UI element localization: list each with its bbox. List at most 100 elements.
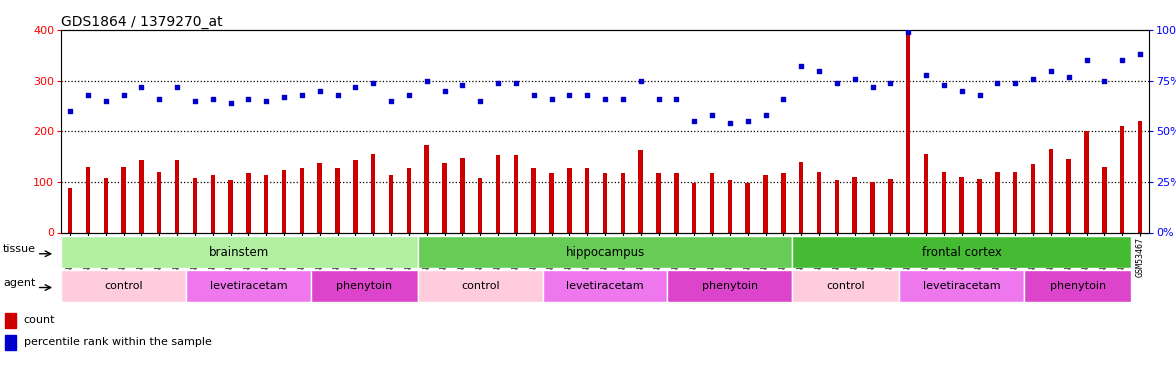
Bar [370, 154, 375, 232]
Point [595, 96, 614, 102]
Point [1042, 68, 1061, 74]
Bar [103, 178, 108, 232]
Point [61, 108, 80, 114]
Point [542, 96, 561, 102]
Point [721, 120, 740, 126]
Bar [61, 270, 186, 302]
Point [168, 84, 187, 90]
Bar [1084, 131, 1089, 232]
Bar [1031, 164, 1035, 232]
Point [1023, 76, 1042, 82]
Bar [158, 172, 161, 232]
Bar [906, 33, 910, 232]
Point [791, 63, 810, 69]
Point [114, 92, 133, 98]
Bar [318, 163, 322, 232]
Bar [389, 175, 393, 232]
Text: phenytoin: phenytoin [336, 281, 393, 291]
Point [79, 92, 98, 98]
Bar [1049, 149, 1053, 232]
Point [739, 118, 757, 124]
Point [881, 80, 900, 86]
Bar [477, 178, 482, 232]
Bar [460, 158, 465, 232]
Point [828, 80, 847, 86]
Point [898, 29, 917, 35]
Point [275, 94, 294, 100]
Bar [417, 270, 542, 302]
Bar [542, 270, 668, 302]
Bar [799, 162, 803, 232]
Point [1112, 57, 1131, 63]
Point [328, 92, 347, 98]
Bar [656, 173, 661, 232]
Bar [86, 166, 91, 232]
Bar [425, 145, 429, 232]
Bar [139, 160, 143, 232]
Bar [710, 173, 714, 232]
Bar [282, 170, 286, 232]
Point [774, 96, 793, 102]
Bar [1024, 270, 1131, 302]
Bar [6, 313, 16, 328]
Point [293, 92, 312, 98]
Point [310, 88, 329, 94]
Text: GDS1864 / 1379270_at: GDS1864 / 1379270_at [61, 15, 222, 29]
Bar [668, 270, 793, 302]
Point [382, 98, 401, 104]
Point [649, 96, 668, 102]
Point [809, 68, 828, 74]
Bar [228, 180, 233, 232]
Text: control: control [105, 281, 142, 291]
Text: agent: agent [4, 278, 35, 288]
Bar [835, 180, 840, 232]
Text: phenytoin: phenytoin [1049, 281, 1105, 291]
Bar [900, 270, 1024, 302]
Point [203, 96, 222, 102]
Bar [514, 155, 519, 232]
Bar [549, 173, 554, 232]
Bar [924, 154, 928, 232]
Bar [870, 182, 875, 232]
Bar [674, 173, 679, 232]
Text: control: control [827, 281, 866, 291]
Point [702, 112, 721, 118]
Bar [977, 179, 982, 232]
Bar [68, 188, 72, 232]
Bar [781, 173, 786, 232]
Text: levetiracetam: levetiracetam [209, 281, 287, 291]
Bar [1120, 126, 1124, 232]
Bar [960, 177, 964, 232]
Bar [246, 173, 250, 232]
Bar [175, 160, 179, 232]
Bar [942, 172, 947, 232]
Bar [193, 178, 198, 232]
Point [96, 98, 115, 104]
Point [1005, 80, 1024, 86]
Bar [728, 180, 733, 232]
Bar [1067, 159, 1071, 232]
Point [577, 92, 596, 98]
Text: tissue: tissue [4, 244, 36, 254]
Bar [263, 175, 268, 232]
Point [916, 72, 935, 78]
Text: levetiracetam: levetiracetam [923, 281, 1001, 291]
Point [1095, 78, 1114, 84]
Point [417, 78, 436, 84]
Bar [746, 183, 750, 232]
Point [846, 76, 864, 82]
Bar [6, 335, 16, 350]
Bar [300, 168, 305, 232]
Bar [584, 168, 589, 232]
Bar [603, 173, 607, 232]
Point [221, 100, 240, 106]
Bar [211, 175, 215, 232]
Bar [417, 236, 793, 268]
Bar [793, 236, 1131, 268]
Bar [496, 155, 500, 232]
Point [363, 80, 382, 86]
Point [560, 92, 579, 98]
Bar [888, 179, 893, 232]
Bar [310, 270, 417, 302]
Text: brainstem: brainstem [209, 246, 269, 259]
